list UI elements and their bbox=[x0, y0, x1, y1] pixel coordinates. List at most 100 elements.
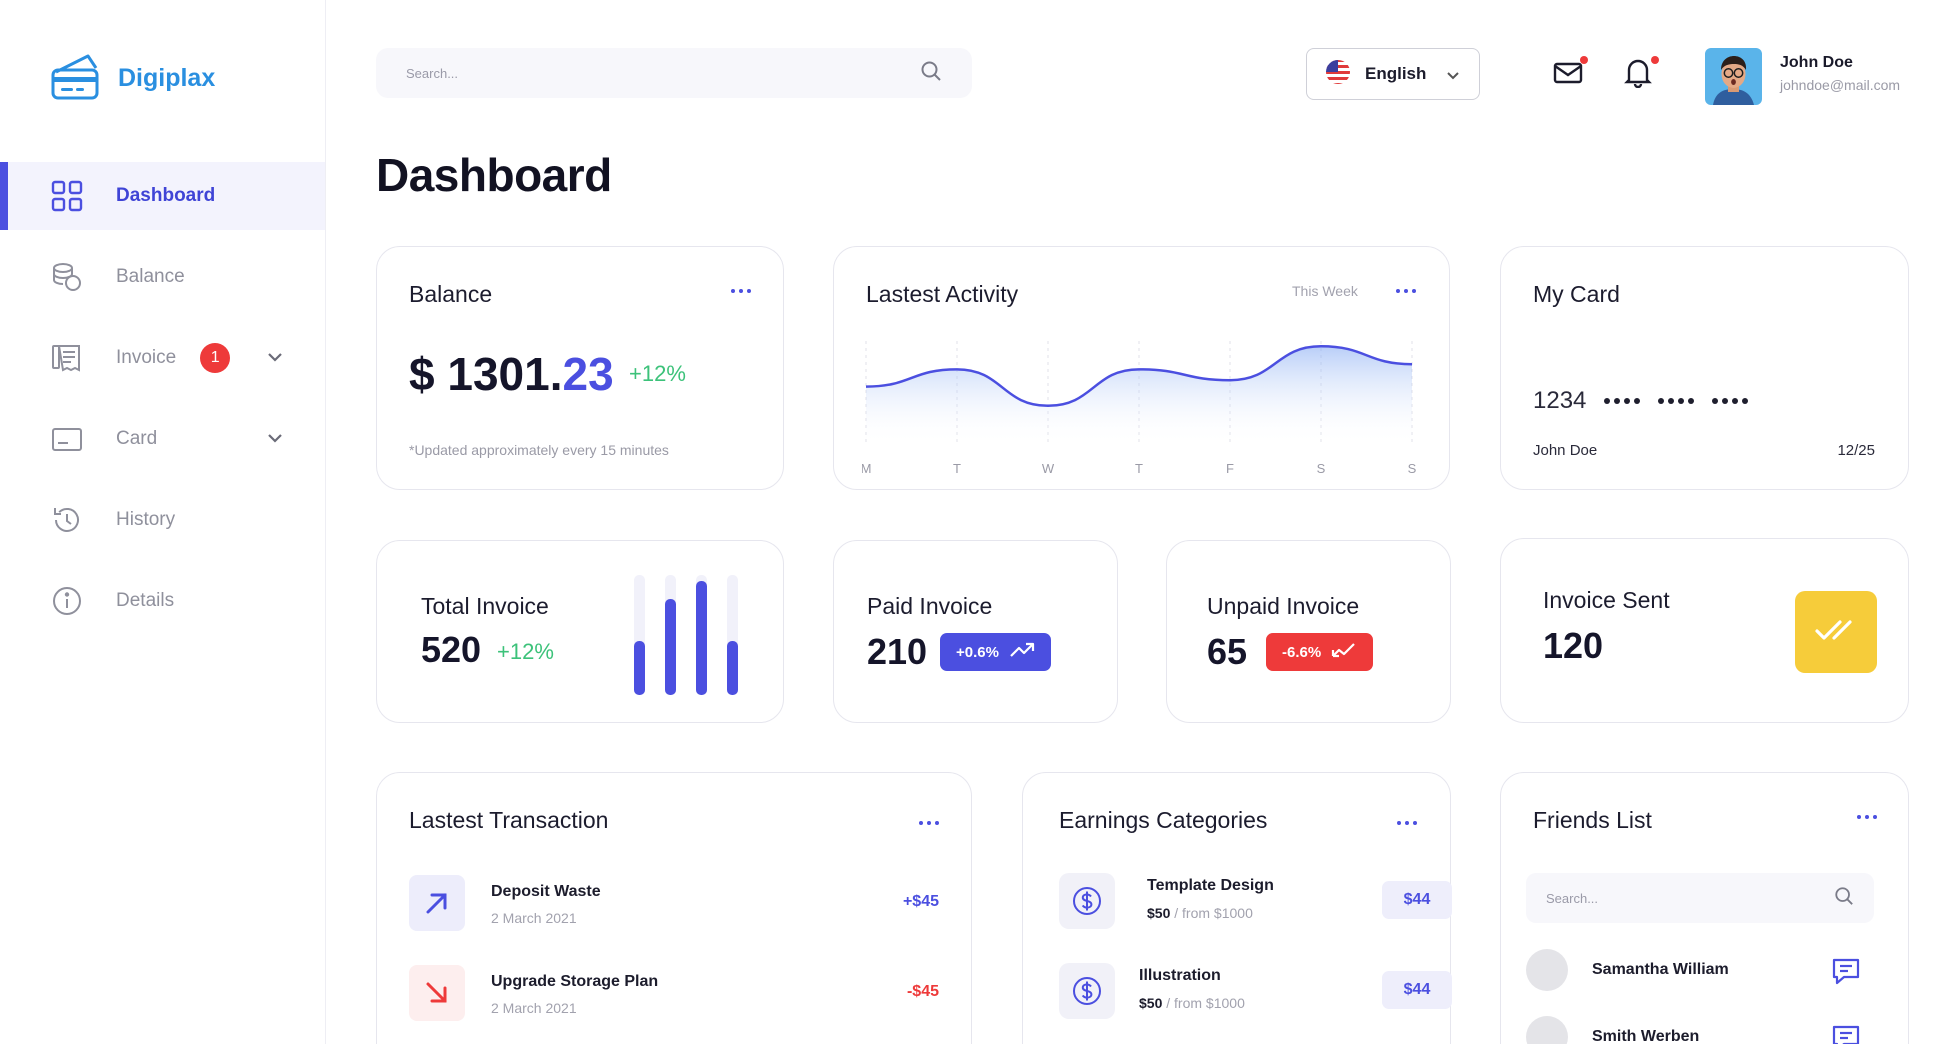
search-icon[interactable] bbox=[1834, 886, 1854, 911]
card-title: Earnings Categories bbox=[1059, 807, 1268, 833]
card-title: Lastest Transaction bbox=[409, 807, 609, 833]
card-title: Unpaid Invoice bbox=[1207, 593, 1360, 619]
mail-button[interactable] bbox=[1550, 56, 1588, 92]
sidebar-item-label: Dashboard bbox=[116, 185, 216, 206]
paid-invoice-change-badge: +0.6% bbox=[940, 633, 1051, 671]
sidebar-item-details[interactable]: Details bbox=[0, 567, 325, 635]
friend-avatar bbox=[1526, 1016, 1568, 1044]
paid-invoice-value: 210 bbox=[867, 631, 928, 672]
sidebar-item-label: Card bbox=[116, 428, 158, 449]
earning-amount-badge: $44 bbox=[1382, 971, 1452, 1009]
more-options-icon[interactable] bbox=[731, 289, 751, 293]
friends-search bbox=[1526, 873, 1874, 923]
transaction-date: 2 March 2021 bbox=[491, 1000, 577, 1016]
friend-name: Samantha William bbox=[1592, 961, 1729, 978]
sidebar-item-card[interactable]: Card bbox=[0, 405, 325, 473]
unpaid-invoice-card: Unpaid Invoice 65 -6.6% bbox=[1166, 540, 1451, 723]
unpaid-invoice-change: -6.6% bbox=[1282, 643, 1322, 661]
sidebar-item-invoice[interactable]: Invoice 1 bbox=[0, 324, 325, 392]
earning-price: $50 bbox=[1147, 905, 1171, 921]
earning-category-row[interactable]: Illustration $50 / from $1000 $44 bbox=[1059, 963, 1452, 1021]
dollar-coin-icon bbox=[1059, 873, 1115, 929]
balance-update-note: *Updated approximately every 15 minutes bbox=[409, 442, 669, 458]
trend-down-icon bbox=[1331, 642, 1357, 662]
search-icon[interactable] bbox=[920, 60, 942, 87]
transaction-date: 2 March 2021 bbox=[491, 910, 577, 926]
balance-amount-cents: 23 bbox=[562, 348, 614, 400]
invoice-bar bbox=[727, 641, 738, 695]
notifications-button[interactable] bbox=[1620, 56, 1659, 93]
x-tick-label: F bbox=[1226, 461, 1234, 476]
earning-subtitle: $50 / from $1000 bbox=[1147, 905, 1253, 921]
balance-amount: $ 1301.23 bbox=[409, 347, 614, 401]
earning-title: Template Design bbox=[1147, 877, 1274, 894]
chevron-down-icon[interactable] bbox=[266, 348, 284, 371]
sidebar-item-label: Details bbox=[116, 590, 175, 611]
more-options-icon[interactable] bbox=[1397, 821, 1417, 825]
friend-item[interactable]: Smith Werben bbox=[1526, 1016, 1876, 1044]
paid-invoice-change: +0.6% bbox=[956, 643, 999, 661]
paid-invoice-card: Paid Invoice 210 +0.6% bbox=[833, 540, 1118, 723]
sidebar-nav: Dashboard Balance Invoice 1 bbox=[0, 162, 325, 648]
friends-search-input[interactable] bbox=[1546, 890, 1834, 906]
page-title: Dashboard bbox=[376, 149, 612, 201]
card-expiry: 12/25 bbox=[1837, 442, 1875, 459]
card-title: Paid Invoice bbox=[867, 593, 993, 619]
x-tick-label: T bbox=[953, 461, 961, 476]
transaction-amount: -$45 bbox=[906, 983, 939, 1000]
total-invoice-value: 520 bbox=[421, 629, 482, 670]
arrow-down-right-icon bbox=[409, 965, 465, 1021]
more-options-icon[interactable] bbox=[1396, 289, 1416, 293]
card-number: 1234 bbox=[1533, 387, 1749, 415]
history-icon bbox=[50, 503, 84, 537]
chevron-down-icon[interactable] bbox=[266, 429, 284, 452]
brand-logo[interactable]: Digiplax bbox=[50, 50, 215, 107]
card-holder-name: John Doe bbox=[1533, 442, 1598, 459]
sidebar-item-dashboard[interactable]: Dashboard bbox=[0, 162, 325, 230]
more-options-icon[interactable] bbox=[919, 821, 939, 825]
bell-icon bbox=[1623, 56, 1653, 93]
sidebar-item-label: Balance bbox=[116, 266, 185, 287]
transaction-row[interactable]: Upgrade Storage Plan 2 March 2021 -$45 bbox=[409, 965, 939, 1025]
sidebar-item-history[interactable]: History bbox=[0, 486, 325, 554]
language-label: English bbox=[1365, 64, 1427, 83]
search-input[interactable] bbox=[406, 65, 920, 81]
invoice-bar bbox=[696, 581, 707, 695]
card-title: My Card bbox=[1533, 281, 1620, 307]
chat-icon[interactable] bbox=[1830, 955, 1862, 992]
more-options-icon[interactable] bbox=[1857, 815, 1877, 819]
earning-price: $50 bbox=[1139, 995, 1163, 1011]
card-title: Invoice Sent bbox=[1543, 587, 1670, 613]
dollar-coin-icon bbox=[1059, 963, 1115, 1019]
sidebar-item-label: Invoice bbox=[116, 347, 177, 368]
invoice-bar bbox=[634, 641, 645, 695]
invoice-sent-card: Invoice Sent 120 bbox=[1500, 538, 1909, 723]
transaction-title: Upgrade Storage Plan bbox=[491, 973, 659, 990]
card-number-masked bbox=[1604, 398, 1749, 404]
x-tick-label: T bbox=[1135, 461, 1143, 476]
global-search bbox=[376, 48, 972, 98]
mail-unread-dot bbox=[1580, 56, 1588, 64]
my-card-card: My Card 1234 John Doe 12/25 bbox=[1500, 246, 1909, 490]
card-title: Balance bbox=[409, 281, 493, 307]
coins-icon bbox=[50, 260, 84, 294]
transaction-amount: +$45 bbox=[902, 893, 939, 910]
transactions-card: Lastest Transaction Deposit Waste 2 Marc… bbox=[376, 772, 972, 1044]
mail-icon bbox=[1552, 58, 1584, 91]
earning-category-row[interactable]: Template Design $50 / from $1000 $44 bbox=[1059, 873, 1452, 931]
card-number-prefix: 1234 bbox=[1533, 387, 1587, 414]
friend-avatar bbox=[1526, 949, 1568, 991]
language-select[interactable]: English bbox=[1306, 48, 1480, 100]
info-icon bbox=[50, 584, 84, 618]
sidebar-item-balance[interactable]: Balance bbox=[0, 243, 325, 311]
sidebar: Digiplax Dashboard Balance bbox=[0, 0, 326, 1044]
period-filter[interactable]: This Week bbox=[1292, 283, 1358, 299]
chat-icon[interactable] bbox=[1830, 1022, 1862, 1044]
friends-card: Friends List Samantha William Smith Werb… bbox=[1500, 772, 1909, 1044]
friend-name: Smith Werben bbox=[1592, 1028, 1700, 1044]
invoice-bar-chart bbox=[634, 575, 738, 695]
transaction-row[interactable]: Deposit Waste 2 March 2021 +$45 bbox=[409, 875, 939, 935]
friend-item[interactable]: Samantha William bbox=[1526, 949, 1876, 993]
double-check-icon bbox=[1814, 617, 1858, 648]
avatar[interactable] bbox=[1705, 48, 1762, 105]
